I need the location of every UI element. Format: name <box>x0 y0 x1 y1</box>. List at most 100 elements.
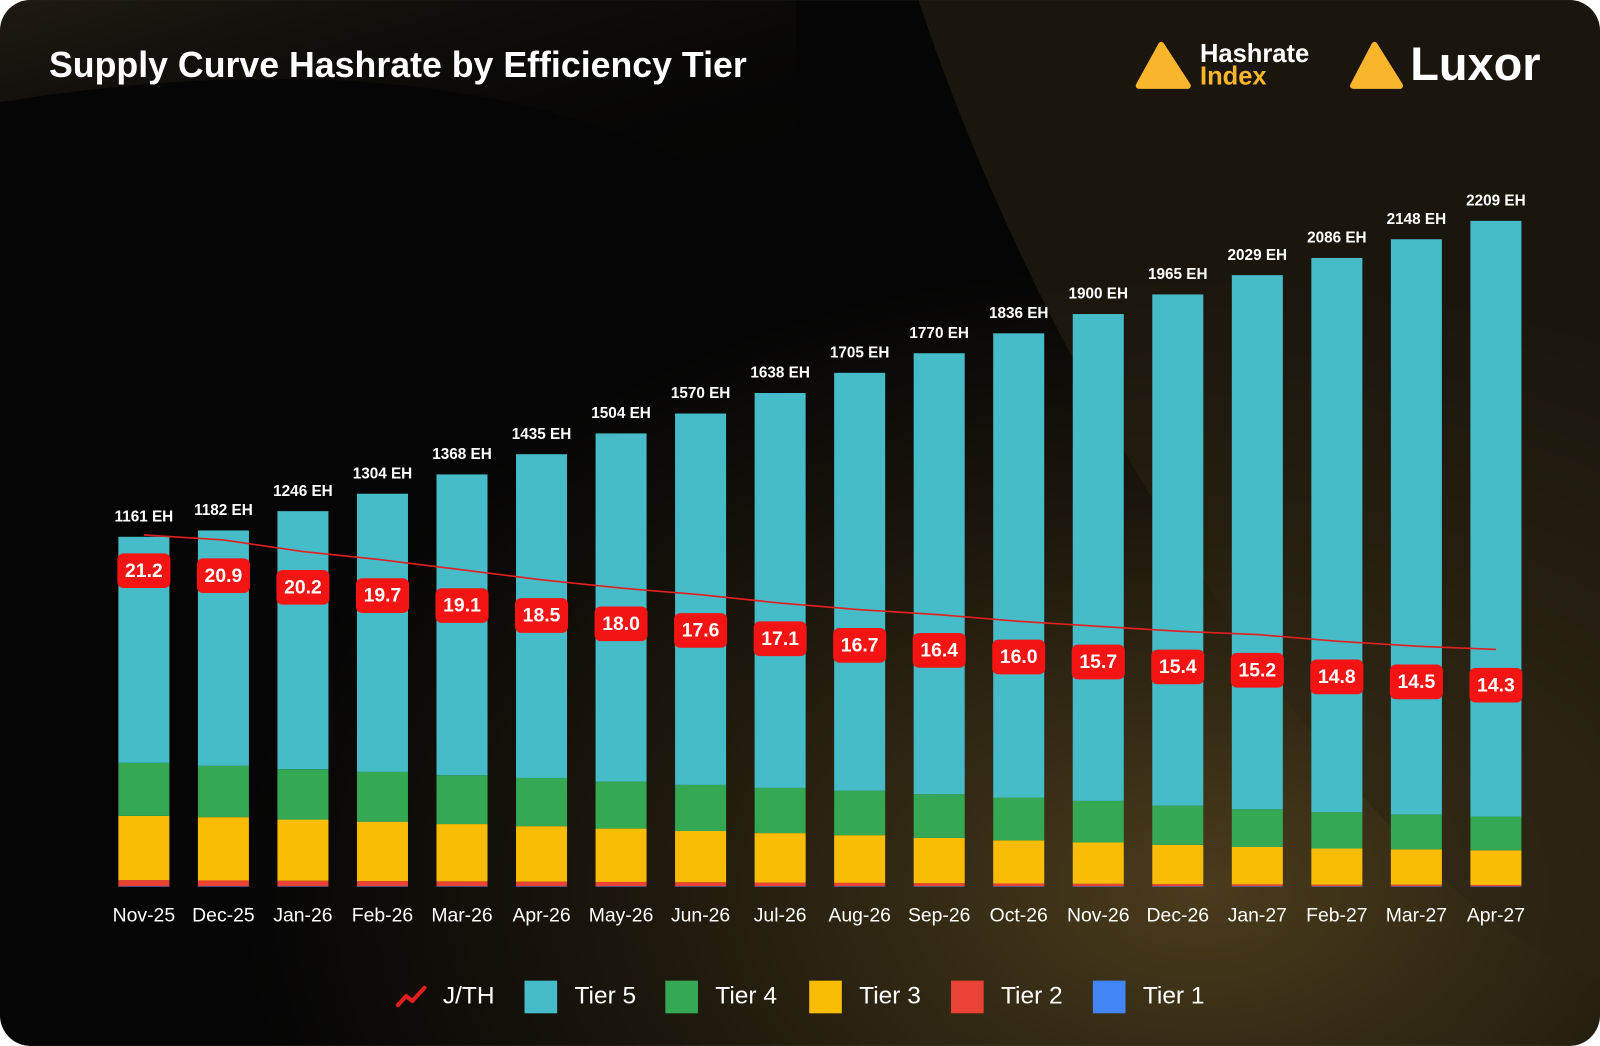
bar-segment <box>197 886 249 887</box>
bar-segment <box>1152 886 1204 887</box>
value-label-box <box>1071 644 1125 680</box>
value-label: 21.2 <box>125 560 163 582</box>
legend-label: Tier 4 <box>715 982 777 1009</box>
bar-segment <box>913 837 965 884</box>
bar-segment <box>1072 842 1124 884</box>
legend-marker <box>665 980 698 1014</box>
bar-segment <box>516 777 568 827</box>
total-label: 2209 EH <box>1466 193 1526 210</box>
bar-segment <box>834 372 886 791</box>
value-label: 20.2 <box>284 576 322 598</box>
bar-segment <box>834 882 886 887</box>
bar-segment <box>1231 809 1283 847</box>
bar-segment <box>1470 850 1522 885</box>
total-label: 2029 EH <box>1228 247 1288 264</box>
value-label-box <box>355 578 410 613</box>
bar-segment <box>516 886 568 887</box>
x-tick-label: Nov-26 <box>1067 904 1129 926</box>
logo-text: Index <box>1200 62 1267 90</box>
bar-segment <box>1311 257 1363 813</box>
value-label: 15.7 <box>1079 651 1117 673</box>
bar-segment <box>754 833 806 883</box>
value-label-box <box>1310 659 1364 695</box>
bar-segment <box>1231 275 1283 810</box>
bar-segment <box>754 393 806 788</box>
bar-segment <box>1072 800 1124 843</box>
x-tick-label: Dec-25 <box>192 904 254 926</box>
x-tick-label: Apr-27 <box>1467 904 1525 926</box>
bar-segment <box>1390 814 1442 850</box>
bar-segment <box>1311 812 1363 849</box>
bar-segment <box>675 882 727 887</box>
bar-segment <box>1390 886 1442 887</box>
chart-title: Supply Curve Hashrate by Efficiency Tier <box>49 45 747 85</box>
bar-segment <box>1311 848 1363 885</box>
value-label: 16.0 <box>1000 646 1038 668</box>
bar-segment <box>1152 884 1204 887</box>
value-label: 15.2 <box>1238 659 1276 681</box>
bar-segment <box>1311 884 1363 887</box>
total-label: 2148 EH <box>1387 211 1447 228</box>
bar-segment <box>993 886 1045 887</box>
logo-text: Hashrate <box>1200 40 1309 68</box>
bar-segment <box>356 771 408 822</box>
bar-segment <box>913 886 965 887</box>
bar-segment <box>356 881 408 887</box>
bar-segment <box>754 787 806 834</box>
bar-segment <box>516 881 568 887</box>
value-label-box <box>435 588 489 623</box>
value-label: 17.1 <box>761 628 799 650</box>
bar-segment <box>436 775 488 825</box>
total-label: 1705 EH <box>830 344 890 361</box>
bar-segment <box>675 784 727 832</box>
x-tick-label: Nov-25 <box>113 904 175 926</box>
bar-segment <box>277 769 329 820</box>
legend-label: Tier 2 <box>1001 982 1063 1009</box>
x-tick-label: Jan-26 <box>273 904 332 926</box>
total-label: 1836 EH <box>989 305 1049 322</box>
bar-segment <box>118 815 170 881</box>
value-label: 19.7 <box>364 585 402 607</box>
total-label: 1435 EH <box>512 426 572 443</box>
bar-segment <box>118 886 170 887</box>
value-label: 14.3 <box>1477 674 1515 696</box>
value-label: 20.9 <box>205 565 243 587</box>
bar-segment <box>993 333 1045 798</box>
bar-segment <box>1470 816 1522 851</box>
bar-segment <box>1390 849 1442 885</box>
total-label: 1638 EH <box>750 365 810 382</box>
bar-segment <box>118 762 170 816</box>
bar-segment <box>436 881 488 887</box>
bar-segment <box>356 493 408 772</box>
value-label: 15.4 <box>1159 656 1197 678</box>
bar-segment <box>834 835 886 883</box>
value-label: 14.8 <box>1318 666 1356 688</box>
bar-segment <box>197 817 249 881</box>
x-tick-label: May-26 <box>589 904 654 926</box>
bar-segment <box>1390 239 1442 815</box>
legend-marker <box>395 985 427 1008</box>
legend-marker <box>951 980 984 1014</box>
bar-segment <box>913 353 965 795</box>
x-tick-label: Oct-26 <box>990 904 1048 926</box>
bar-segment <box>993 840 1045 884</box>
logo-hashrate-index: Hashrate Index <box>1135 40 1309 90</box>
bar-segment <box>1470 886 1522 887</box>
bar-segment <box>595 781 647 829</box>
bar-segment <box>1152 294 1204 806</box>
value-label-box <box>1469 667 1523 703</box>
value-label: 17.6 <box>682 620 720 642</box>
bar-segment <box>1470 884 1522 887</box>
legend-label: Tier 5 <box>574 982 636 1009</box>
logo-luxor: Luxor <box>1350 38 1541 90</box>
bar-segment <box>436 886 488 887</box>
bar-segment <box>834 886 886 887</box>
x-tick-label: Aug-26 <box>828 904 890 926</box>
total-label: 1246 EH <box>273 483 333 500</box>
bar-segment <box>277 886 329 887</box>
bar-segment <box>436 474 488 776</box>
x-tick-label: Dec-26 <box>1147 904 1209 926</box>
total-label: 1368 EH <box>432 446 492 463</box>
value-label-box <box>1151 649 1205 685</box>
